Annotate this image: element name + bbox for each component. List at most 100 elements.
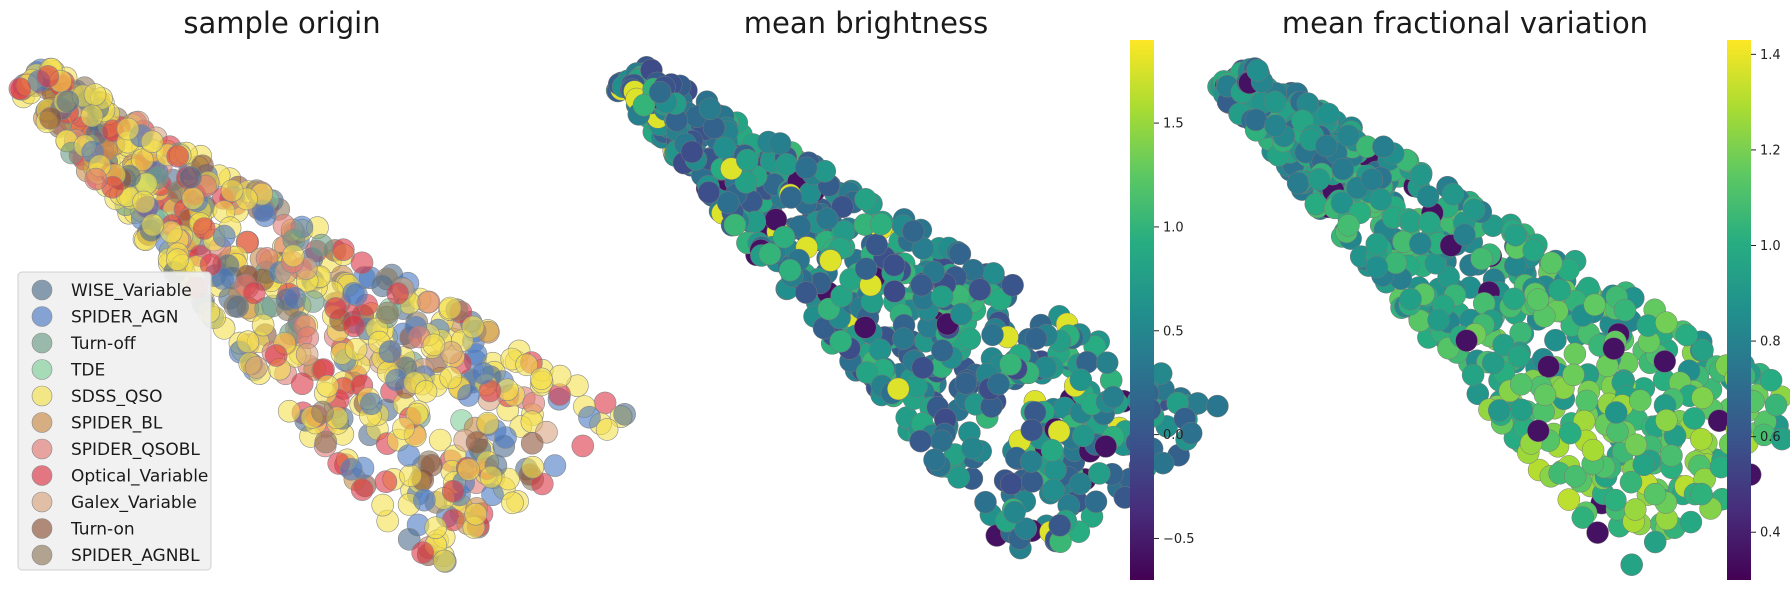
brightness-point [713,136,736,160]
origin-point [479,465,503,489]
variation-point [1690,427,1713,451]
variation-point [1509,373,1533,396]
origin-point [316,374,339,398]
origin-point [39,107,62,130]
brightness-point [1072,424,1095,448]
brightness-point [911,356,935,379]
variation-point [1548,278,1571,302]
variation-point [1337,214,1360,237]
legend-marker [31,385,53,407]
brightness-point [869,212,893,236]
variation-point [1655,409,1678,432]
brightness-point [1088,462,1111,485]
variation-point [1416,185,1440,208]
brightness-point [855,361,879,384]
brightness-point [1095,351,1119,374]
variation-point [1557,488,1581,511]
variation-point [1372,135,1395,159]
brightness-point [632,93,656,117]
variation-point [1286,171,1310,195]
origin-point [501,491,524,515]
origin-point [350,251,374,275]
colorbar-tick-label: 1.4 [1760,48,1781,63]
origin-point [432,549,456,573]
origin-point [140,130,164,153]
origin-point [236,330,260,354]
brightness-point [736,148,759,172]
brightness-point [911,237,935,260]
variation-point [1571,506,1595,529]
brightness-point [815,207,839,230]
variation-point [1764,393,1788,417]
colorbar-tick-label: 0.5 [1163,324,1184,339]
origin-point [461,315,485,339]
variation-point [1441,182,1465,206]
legend-marker [31,465,53,486]
brightness-point [981,323,1004,347]
origin-point [36,65,60,88]
origin-point [8,77,32,100]
origin-point [371,493,395,517]
legend-marker [31,518,53,539]
variation-point [1304,192,1328,216]
brightness-point [887,377,910,401]
origin-point [374,470,398,494]
brightness-point [1000,472,1023,496]
legend-label: SPIDER_QSOBL [71,440,200,460]
variation-point [1613,298,1637,322]
origin-point [295,343,319,366]
brightness-point [734,171,758,194]
variation-point [1655,311,1678,334]
origin-point [438,296,462,320]
origin-point [392,417,415,440]
legend-label: WISE_Variable [71,281,192,301]
legend-marker [31,412,53,433]
origin-point [428,428,452,452]
variation-point [1619,470,1643,494]
origin-point [399,464,422,487]
variation-point [1540,251,1563,275]
brightness-point [1040,439,1064,462]
brightness-point [775,153,798,176]
variation-point [1330,191,1354,215]
origin-point [471,361,495,385]
brightness-point [716,191,740,214]
legend-label: SPIDER_AGN [71,308,178,328]
origin-point [314,430,338,454]
brightness-point [950,302,973,326]
legend-label: Optical_Variable [71,467,208,487]
brightness-point [819,249,842,272]
colorbar-tick-label: 1.0 [1163,220,1184,235]
origin-point [339,457,363,481]
colorbar-tick-label: 0.6 [1760,430,1781,445]
variation-point [1504,223,1527,247]
brightness-point [1014,517,1038,540]
variation-point [1264,114,1287,137]
origin-point [243,281,266,305]
legend-label: SDSS_QSO [71,387,163,407]
brightness-point [968,278,992,301]
variation-point [1317,102,1340,126]
brightness-point [1151,451,1175,475]
origin-point [226,295,249,318]
colorbar-tick-label: 1.0 [1760,239,1781,254]
brightness-point [1020,450,1043,473]
variation-point [1409,232,1432,255]
legend-box [17,271,212,571]
brightness-point [697,181,721,204]
legend-marker [31,491,53,513]
colorbar-brightness [1130,40,1154,580]
origin-point [344,337,368,361]
variation-point [1263,90,1287,114]
colorbar-variation-ticks: 0.4 0.6 0.8 1.0 1.2 1.4 [1751,48,1781,541]
variation-point [1427,308,1450,332]
origin-point [571,434,595,458]
variation-point [1470,247,1493,271]
origin-point [84,167,108,191]
colorbar-tick-label: 1.2 [1760,143,1781,158]
origin-point [359,392,383,416]
origin-point [543,454,567,477]
origin-point [56,90,80,113]
legend: WISE_Variable SPIDER_AGN Turn-off TDE SDSS_Q… [17,271,212,571]
